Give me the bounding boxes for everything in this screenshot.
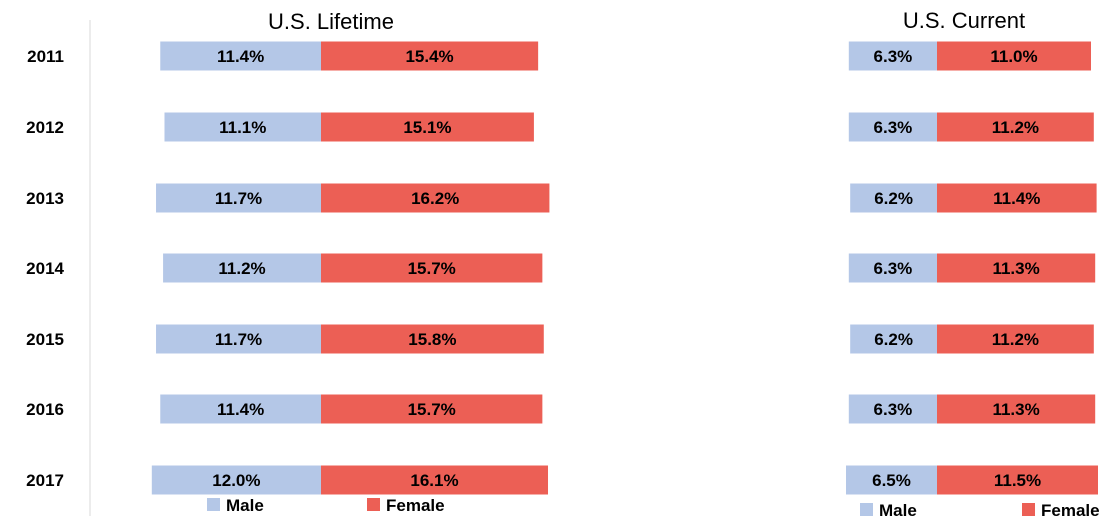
bar-female — [937, 183, 1097, 213]
data-label-male: 6.3% — [874, 47, 913, 66]
category-label: 2014 — [26, 259, 64, 278]
category-label: 2013 — [26, 189, 64, 208]
data-label-female: 15.1% — [403, 118, 451, 137]
bar-male — [846, 465, 937, 495]
data-label-male: 11.7% — [215, 189, 262, 208]
bar-male — [156, 183, 321, 213]
data-label-male: 6.3% — [874, 400, 913, 419]
data-label-female: 16.2% — [411, 189, 459, 208]
bar-male — [850, 183, 937, 213]
data-label-female: 11.3% — [992, 259, 1039, 278]
data-label-male: 6.5% — [872, 471, 911, 490]
data-label-male: 12.0% — [212, 471, 260, 490]
data-label-female: 15.8% — [408, 330, 456, 349]
data-label-female: 11.0% — [990, 47, 1037, 66]
bar-female — [321, 253, 543, 283]
bar-female — [937, 394, 1096, 424]
bar-female — [321, 465, 549, 495]
bar-male — [160, 41, 321, 71]
data-label-male: 11.1% — [219, 118, 266, 137]
bar-female — [937, 112, 1094, 142]
bar-male — [160, 394, 321, 424]
bar-male — [848, 41, 937, 71]
legend-label-female: Female — [386, 496, 445, 515]
category-label: 2011 — [27, 47, 64, 66]
chart-title: U.S. Lifetime — [268, 9, 394, 34]
legend-label-male: Male — [879, 501, 917, 520]
data-label-female: 11.2% — [992, 330, 1039, 349]
bar-female — [937, 465, 1098, 495]
bar-female — [321, 394, 543, 424]
data-label-male: 11.4% — [217, 400, 264, 419]
bar-female — [937, 253, 1096, 283]
data-label-male: 6.2% — [874, 189, 913, 208]
category-label: 2012 — [26, 118, 64, 137]
bar-male — [848, 394, 937, 424]
data-label-male: 6.3% — [874, 118, 913, 137]
bar-female — [321, 183, 550, 213]
data-label-female: 15.7% — [408, 400, 456, 419]
data-label-male: 11.7% — [215, 330, 262, 349]
chart-panel-2 — [846, 41, 1098, 516]
bar-male — [151, 465, 321, 495]
bar-male — [164, 112, 321, 142]
chart-title: U.S. Current — [903, 8, 1025, 33]
bar-male — [850, 324, 937, 354]
chart-panel-1 — [89, 20, 550, 516]
legend-label-male: Male — [226, 496, 264, 515]
category-label: 2015 — [26, 330, 64, 349]
data-label-female: 11.3% — [992, 400, 1039, 419]
bar-female — [321, 41, 539, 71]
category-label: 2017 — [26, 471, 64, 490]
legend-swatch-male — [207, 498, 220, 511]
legend-swatch-female — [1022, 503, 1035, 516]
legend-swatch-male — [860, 503, 873, 516]
bar-female — [937, 324, 1094, 354]
data-label-female: 11.4% — [993, 189, 1040, 208]
bar-female — [321, 112, 534, 142]
category-label: 2016 — [26, 400, 64, 419]
bar-female — [321, 324, 544, 354]
data-label-female: 15.4% — [405, 47, 453, 66]
bar-male — [156, 324, 321, 354]
data-label-male: 11.2% — [218, 259, 265, 278]
bar-male — [848, 253, 937, 283]
data-label-female: 15.7% — [408, 259, 456, 278]
bar-male — [848, 112, 937, 142]
data-label-female: 11.2% — [992, 118, 1039, 137]
bar-female — [937, 41, 1091, 71]
bar-male — [163, 253, 321, 283]
data-label-male: 6.3% — [874, 259, 913, 278]
data-label-female: 11.5% — [994, 471, 1041, 490]
data-label-male: 6.2% — [874, 330, 913, 349]
legend-swatch-female — [367, 498, 380, 511]
data-label-female: 16.1% — [410, 471, 458, 490]
legend-label-female: Female — [1041, 501, 1100, 520]
data-label-male: 11.4% — [217, 47, 264, 66]
